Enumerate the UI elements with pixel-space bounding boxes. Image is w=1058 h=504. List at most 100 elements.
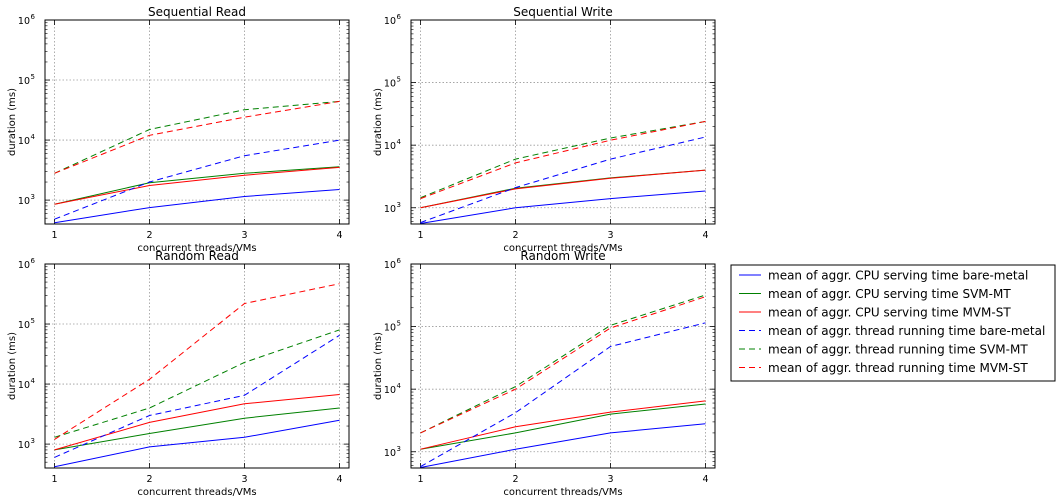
series-group [420,120,706,224]
series-line-mean-of-aggr-thread-running-time-svm-mt [54,100,340,174]
series-line-mean-of-aggr-cpu-serving-time-svm-mt [420,169,706,209]
series-line-mean-of-aggr-cpu-serving-time-mvm-st [54,394,340,451]
y-tick-exponent: 3 [397,201,401,209]
series-line-mean-of-aggr-thread-running-time-mvm-st [420,120,706,200]
series-line-mean-of-aggr-thread-running-time-mvm-st [420,296,706,434]
y-axis-label: duration (ms) [7,332,18,400]
axes-frame [44,19,350,225]
panel-title: Sequential Write [513,5,612,19]
x-tick-label: 4 [336,474,342,485]
y-tick-label: 10 [18,16,30,27]
y-tick-exponent: 3 [397,445,401,453]
x-axis-label: concurrent threads/VMs [503,243,622,254]
y-tick-label: 10 [384,204,396,215]
axes-frame [44,263,350,469]
x-tick-label: 3 [241,230,247,241]
series-line-mean-of-aggr-thread-running-time-bare-metal [54,139,340,220]
legend-label-mean-of-aggr-cpu-serving-time-bare-metal: mean of aggr. CPU serving time bare-meta… [768,269,1028,283]
y-tick-exponent: 3 [31,193,35,201]
series-line-mean-of-aggr-cpu-serving-time-bare-metal [54,419,340,468]
x-axis-label: concurrent threads/VMs [137,243,256,254]
series-line-mean-of-aggr-cpu-serving-time-bare-metal [420,190,706,224]
legend-box [730,264,1056,382]
x-tick-label: 4 [702,230,708,241]
series-line-mean-of-aggr-thread-running-time-bare-metal [420,322,706,468]
series-group [54,283,340,468]
y-tick-label: 10 [18,320,30,331]
x-tick-label: 2 [512,474,518,485]
y-tick-label: 10 [18,136,30,147]
y-tick-exponent: 4 [397,138,402,146]
y-tick-exponent: 4 [397,382,402,390]
series-line-mean-of-aggr-thread-running-time-svm-mt [54,329,340,438]
x-tick-label: 3 [607,230,613,241]
y-tick-label: 10 [384,79,396,90]
panel-title: Random Read [155,249,239,263]
x-tick-label: 2 [146,230,152,241]
y-tick-exponent: 5 [397,320,401,328]
y-tick-exponent: 4 [31,133,36,141]
y-tick-label: 10 [18,76,30,87]
legend-label-mean-of-aggr-thread-running-time-bare-metal: mean of aggr. thread running time bare-m… [768,324,1045,338]
series-line-mean-of-aggr-thread-running-time-svm-mt [420,294,706,434]
y-tick-label: 10 [18,380,30,391]
y-tick-label: 10 [384,448,396,459]
series-group [54,100,340,224]
y-axis-label: duration (ms) [7,88,18,156]
y-tick-label: 10 [18,260,30,271]
chart-legend: mean of aggr. CPU serving time bare-meta… [730,264,1056,382]
series-line-mean-of-aggr-cpu-serving-time-mvm-st [420,400,706,450]
series-line-mean-of-aggr-cpu-serving-time-svm-mt [54,407,340,451]
y-tick-exponent: 3 [31,437,35,445]
series-group [420,294,706,468]
y-tick-exponent: 5 [397,76,401,84]
legend-label-mean-of-aggr-thread-running-time-mvm-st: mean of aggr. thread running time MVM-ST [768,361,1028,375]
series-line-mean-of-aggr-thread-running-time-mvm-st [54,100,340,174]
y-tick-label: 10 [384,385,396,396]
x-tick-label: 2 [146,474,152,485]
x-tick-label: 4 [336,230,342,241]
axes-frame [410,19,716,225]
legend-label-mean-of-aggr-cpu-serving-time-mvm-st: mean of aggr. CPU serving time MVM-ST [768,306,1011,320]
y-tick-label: 10 [384,16,396,27]
series-line-mean-of-aggr-thread-running-time-bare-metal [420,136,706,224]
series-line-mean-of-aggr-thread-running-time-bare-metal [54,334,340,458]
x-tick-label: 2 [512,230,518,241]
series-line-mean-of-aggr-thread-running-time-svm-mt [420,120,706,199]
x-tick-label: 4 [702,474,708,485]
y-tick-label: 10 [384,323,396,334]
y-tick-exponent: 6 [397,13,402,21]
series-line-mean-of-aggr-cpu-serving-time-mvm-st [420,169,706,209]
axes-frame [410,263,716,469]
series-line-mean-of-aggr-cpu-serving-time-svm-mt [54,166,340,205]
y-tick-exponent: 6 [31,13,36,21]
x-tick-label: 3 [607,474,613,485]
y-tick-exponent: 6 [397,257,402,265]
series-line-mean-of-aggr-cpu-serving-time-bare-metal [420,423,706,468]
y-tick-exponent: 4 [31,377,36,385]
panel-title: Random Write [520,249,605,263]
x-tick-label: 1 [417,230,423,241]
y-axis-label: duration (ms) [373,332,384,400]
panel-title: Sequential Read [148,5,246,19]
y-tick-label: 10 [18,196,30,207]
y-tick-label: 10 [384,260,396,271]
series-line-mean-of-aggr-cpu-serving-time-mvm-st [54,166,340,205]
y-tick-exponent: 5 [31,317,35,325]
y-axis-label: duration (ms) [373,88,384,156]
legend-label-mean-of-aggr-cpu-serving-time-svm-mt: mean of aggr. CPU serving time SVM-MT [768,287,1011,301]
x-axis-label: concurrent threads/VMs [503,487,622,498]
series-line-mean-of-aggr-cpu-serving-time-bare-metal [54,189,340,224]
x-tick-label: 1 [417,474,423,485]
x-tick-label: 1 [51,230,57,241]
legend-label-mean-of-aggr-thread-running-time-svm-mt: mean of aggr. thread running time SVM-MT [768,343,1028,357]
x-tick-label: 1 [51,474,57,485]
y-tick-exponent: 5 [31,73,35,81]
y-tick-label: 10 [18,440,30,451]
